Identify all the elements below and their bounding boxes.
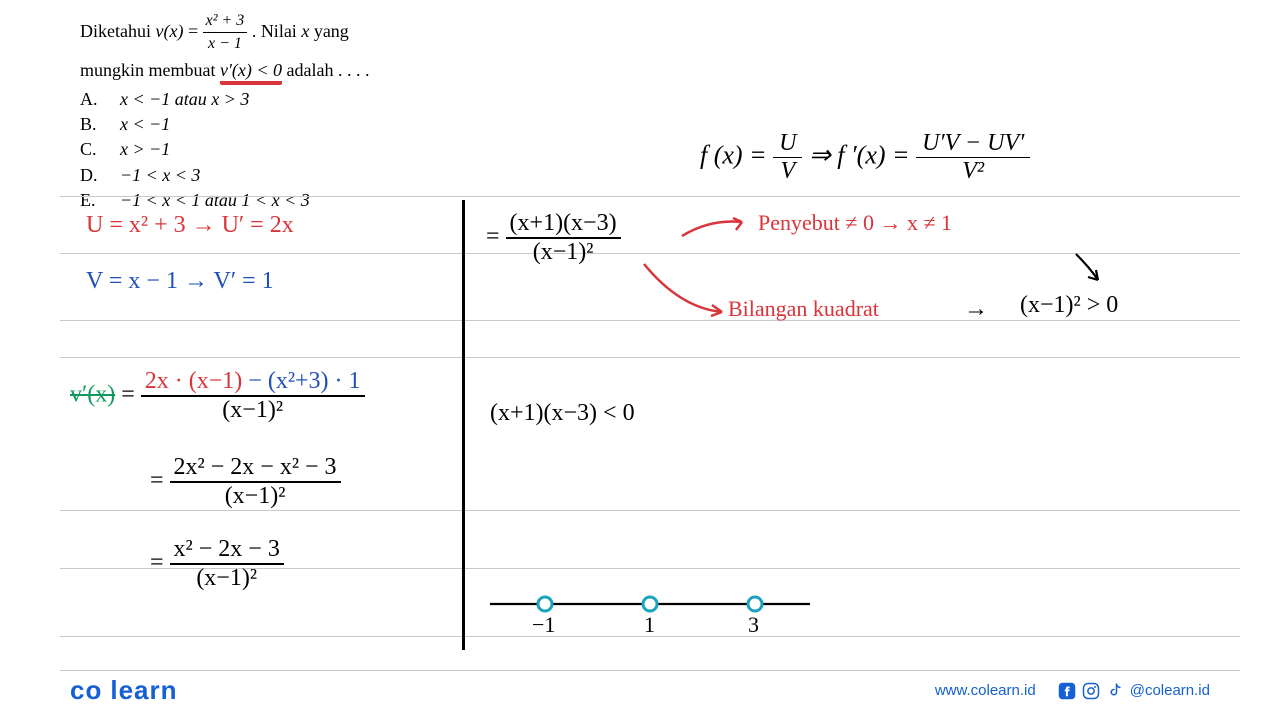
factored-form: = (x+1)(x−3) (x−1)² bbox=[486, 210, 621, 266]
fraction: x² − 2x − 3 (x−1)² bbox=[170, 536, 284, 592]
numerator: x² + 3 bbox=[203, 10, 248, 33]
x: x bbox=[301, 21, 309, 41]
vprime-underlined: v′(x) < 0 bbox=[220, 60, 282, 85]
numerator: x² − 2x − 3 bbox=[170, 536, 284, 565]
ruled-line bbox=[60, 510, 1240, 511]
text: mungkin membuat bbox=[80, 60, 220, 80]
social-links: @colearn.id bbox=[1058, 682, 1210, 700]
text: yang bbox=[314, 21, 349, 41]
den: V² bbox=[916, 158, 1030, 185]
brand-logo: colearn bbox=[70, 675, 178, 706]
u-definition: U = x² + 3 → U′ = 2x bbox=[86, 212, 294, 239]
num-a: 2x · (x−1) bbox=[145, 368, 249, 394]
logo-part-2: learn bbox=[110, 675, 177, 705]
option-text: x < −1 bbox=[120, 112, 170, 137]
numerator: 2x² − 2x − x² − 3 bbox=[170, 454, 341, 483]
ruled-line bbox=[60, 196, 1240, 197]
numerator: 2x · (x−1) − (x²+3) · 1 bbox=[141, 368, 365, 397]
options-list: A.x < −1 atau x > 3 B.x < −1 C.x > −1 D.… bbox=[80, 87, 500, 213]
number-line: −1 1 3 bbox=[490, 590, 810, 640]
fraction: 2x² − 2x − x² − 3 (x−1)² bbox=[170, 454, 341, 510]
text: . Nilai bbox=[252, 21, 302, 41]
square-positive: (x−1)² > 0 bbox=[1020, 292, 1118, 319]
vertical-divider bbox=[462, 200, 465, 650]
vprime-label: v′(x) bbox=[70, 382, 115, 408]
footer-url: www.colearn.id bbox=[935, 682, 1036, 699]
option-e: E.−1 < x < 1 atau 1 < x < 3 bbox=[80, 188, 500, 213]
text: Diketahui bbox=[80, 21, 155, 41]
logo-part-1: co bbox=[70, 675, 102, 705]
nl-label: 1 bbox=[644, 612, 655, 638]
fraction: 2x · (x−1) − (x²+3) · 1 (x−1)² bbox=[141, 368, 365, 424]
option-text: x < −1 atau x > 3 bbox=[120, 87, 249, 112]
nl-label: 3 bbox=[748, 612, 759, 638]
lhs: f (x) = bbox=[700, 140, 773, 169]
option-d: D.−1 < x < 3 bbox=[80, 163, 500, 188]
inequality: (x+1)(x−3) < 0 bbox=[490, 400, 635, 427]
social-handle: @colearn.id bbox=[1130, 682, 1210, 699]
option-text: −1 < x < 3 bbox=[120, 163, 200, 188]
vprime-step1: v′(x) = 2x · (x−1) − (x²+3) · 1 (x−1)² bbox=[70, 368, 365, 424]
eq: = bbox=[188, 21, 203, 41]
num-b: − (x²+3) · 1 bbox=[248, 368, 360, 394]
fraction-deriv: U′V − UV′ V² bbox=[916, 130, 1030, 185]
denominator: x − 1 bbox=[203, 33, 248, 55]
tiktok-icon bbox=[1106, 682, 1124, 700]
option-b: B.x < −1 bbox=[80, 112, 500, 137]
den: V bbox=[773, 158, 802, 185]
vprime-step3: = x² − 2x − 3 (x−1)² bbox=[150, 536, 284, 592]
question-block: Diketahui v(x) = x² + 3 x − 1 . Nilai x … bbox=[80, 10, 500, 213]
ruled-line bbox=[60, 357, 1240, 358]
footer: colearn www.colearn.id @colearn.id bbox=[0, 675, 1280, 706]
num: U′V − UV′ bbox=[916, 130, 1030, 158]
arrow-implies: ⇒ bbox=[809, 140, 837, 169]
option-text: x > −1 bbox=[120, 137, 170, 162]
text: adalah . . . . bbox=[287, 60, 370, 80]
quotient-rule-formula: f (x) = U V ⇒ f ′(x) = U′V − UV′ V² bbox=[700, 130, 1030, 185]
question-line-2: mungkin membuat v′(x) < 0 adalah . . . . bbox=[80, 58, 500, 83]
option-c: C.x > −1 bbox=[80, 137, 500, 162]
denominator: (x−1)² bbox=[170, 565, 284, 592]
question-line-1: Diketahui v(x) = x² + 3 x − 1 . Nilai x … bbox=[80, 10, 500, 56]
fraction: x² + 3 x − 1 bbox=[203, 10, 248, 56]
arrow-icon bbox=[640, 260, 730, 320]
option-a: A.x < −1 atau x > 3 bbox=[80, 87, 500, 112]
denominator: (x−1)² bbox=[141, 397, 365, 424]
facebook-icon bbox=[1058, 682, 1076, 700]
fraction-uv: U V bbox=[773, 130, 802, 185]
penyebut-note: Penyebut ≠ 0 → x ≠ 1 bbox=[758, 210, 952, 236]
ruled-line bbox=[60, 320, 1240, 321]
arrow-icon bbox=[680, 214, 750, 244]
ruled-line bbox=[60, 253, 1240, 254]
eq: = bbox=[121, 382, 141, 408]
v-definition: V = x − 1 → V′ = 1 bbox=[86, 268, 274, 295]
denominator: (x−1)² bbox=[170, 483, 341, 510]
mid: f ′(x) = bbox=[837, 140, 916, 169]
numerator: (x+1)(x−3) bbox=[506, 210, 621, 239]
nl-label: −1 bbox=[532, 612, 555, 638]
fraction: (x+1)(x−3) (x−1)² bbox=[506, 210, 621, 266]
ruled-line bbox=[60, 670, 1240, 671]
instagram-icon bbox=[1082, 682, 1100, 700]
vprime-step2: = 2x² − 2x − x² − 3 (x−1)² bbox=[150, 454, 341, 510]
arrow-down-icon bbox=[1070, 250, 1110, 290]
denominator: (x−1)² bbox=[506, 239, 621, 266]
num: U bbox=[773, 130, 802, 158]
option-text: −1 < x < 1 atau 1 < x < 3 bbox=[120, 188, 310, 213]
vx: v(x) bbox=[155, 21, 183, 41]
arrow: → bbox=[964, 296, 988, 323]
bilangan-note: Bilangan kuadrat bbox=[728, 296, 879, 322]
